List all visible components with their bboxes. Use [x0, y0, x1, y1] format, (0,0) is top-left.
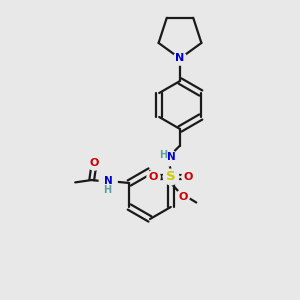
Text: O: O	[184, 172, 193, 182]
Text: N: N	[104, 176, 113, 187]
Circle shape	[163, 169, 179, 185]
Text: S: S	[166, 170, 176, 184]
Text: O: O	[149, 172, 158, 182]
Text: N: N	[176, 53, 184, 64]
Circle shape	[99, 172, 117, 190]
Text: H: H	[103, 185, 112, 195]
Circle shape	[182, 170, 195, 184]
Circle shape	[147, 170, 160, 184]
Circle shape	[173, 52, 187, 65]
Text: O: O	[178, 191, 188, 202]
Text: O: O	[89, 158, 99, 169]
Circle shape	[88, 157, 101, 170]
Text: H: H	[159, 150, 168, 160]
Text: N: N	[167, 152, 176, 163]
Circle shape	[176, 190, 189, 203]
Circle shape	[160, 149, 176, 166]
